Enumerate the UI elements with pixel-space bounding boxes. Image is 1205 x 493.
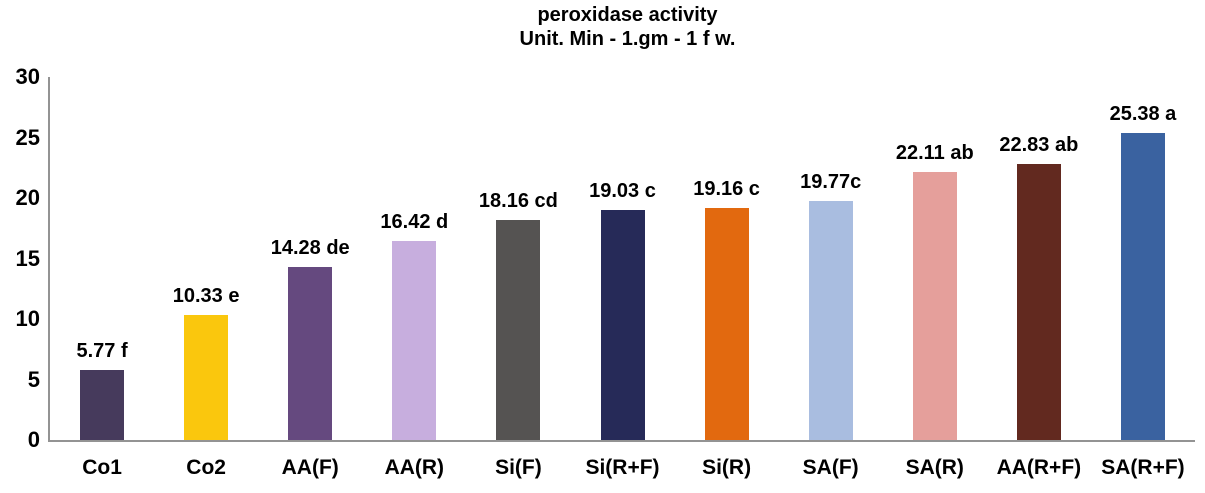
x-axis-category-label: Co2 [186, 456, 226, 479]
x-axis-category-label: Co1 [82, 456, 122, 479]
bar-value-label: 19.03 c [589, 179, 656, 202]
y-axis-tick-label: 15 [15, 245, 40, 271]
bar-value-label: 19.77c [800, 170, 862, 193]
chart-title-block: peroxidase activity Unit. Min - 1.gm - 1… [50, 3, 1205, 51]
bar [600, 209, 645, 440]
chart-subtitle: Unit. Min - 1.gm - 1 f w. [519, 28, 736, 50]
bar-value-label: 5.77 f [76, 340, 128, 363]
bar-value-label: 22.11 ab [895, 142, 974, 165]
x-axis-category-label: Si(R) [702, 456, 752, 479]
y-axis-tick-label: 5 [27, 366, 40, 392]
bar [808, 200, 853, 440]
plot-area: 5.77 f Co1 10.33 e Co2 14.28 de AA(F) 16.42 d A… [48, 77, 1195, 479]
bar-value-label: 19.16 c [693, 178, 760, 201]
bar-value-label: 22.83 ab [999, 133, 1079, 156]
x-axis-category-label: Si(F) [495, 456, 542, 479]
bar-value-label: 10.33 e [172, 285, 240, 308]
bar [80, 370, 125, 440]
bar-value-label: 25.38 a [1109, 102, 1177, 125]
bar-value-label: 14.28 de [270, 237, 350, 260]
x-axis-category-label: SA(R+F) [1101, 456, 1185, 479]
x-axis-category-label: AA(R) [384, 456, 445, 479]
bar [1120, 132, 1165, 440]
bar [184, 315, 229, 440]
y-axis-tick-label: 0 [27, 427, 40, 452]
chart-title: peroxidase activity [537, 4, 718, 26]
bar [704, 208, 749, 440]
bar [912, 172, 957, 440]
bar [1016, 163, 1061, 440]
x-axis-category-label: SA(R) [905, 456, 964, 479]
x-axis-category-label: AA(F) [281, 456, 339, 479]
bar-value-label: 16.42 d [380, 211, 449, 234]
y-axis-tick-label: 10 [15, 306, 40, 331]
x-axis-category-label: Si(R+F) [585, 456, 660, 479]
bar [288, 267, 333, 440]
x-axis-category-label: SA(F) [802, 456, 859, 479]
bar-value-label: 18.16 cd [478, 190, 558, 213]
y-axis-tick-label: 20 [15, 185, 40, 210]
bar [392, 241, 437, 440]
y-axis-tick-label: 30 [15, 64, 40, 89]
bar [496, 220, 541, 440]
x-axis-category-label: AA(R+F) [996, 456, 1082, 479]
y-axis-tick-label: 25 [15, 124, 40, 150]
